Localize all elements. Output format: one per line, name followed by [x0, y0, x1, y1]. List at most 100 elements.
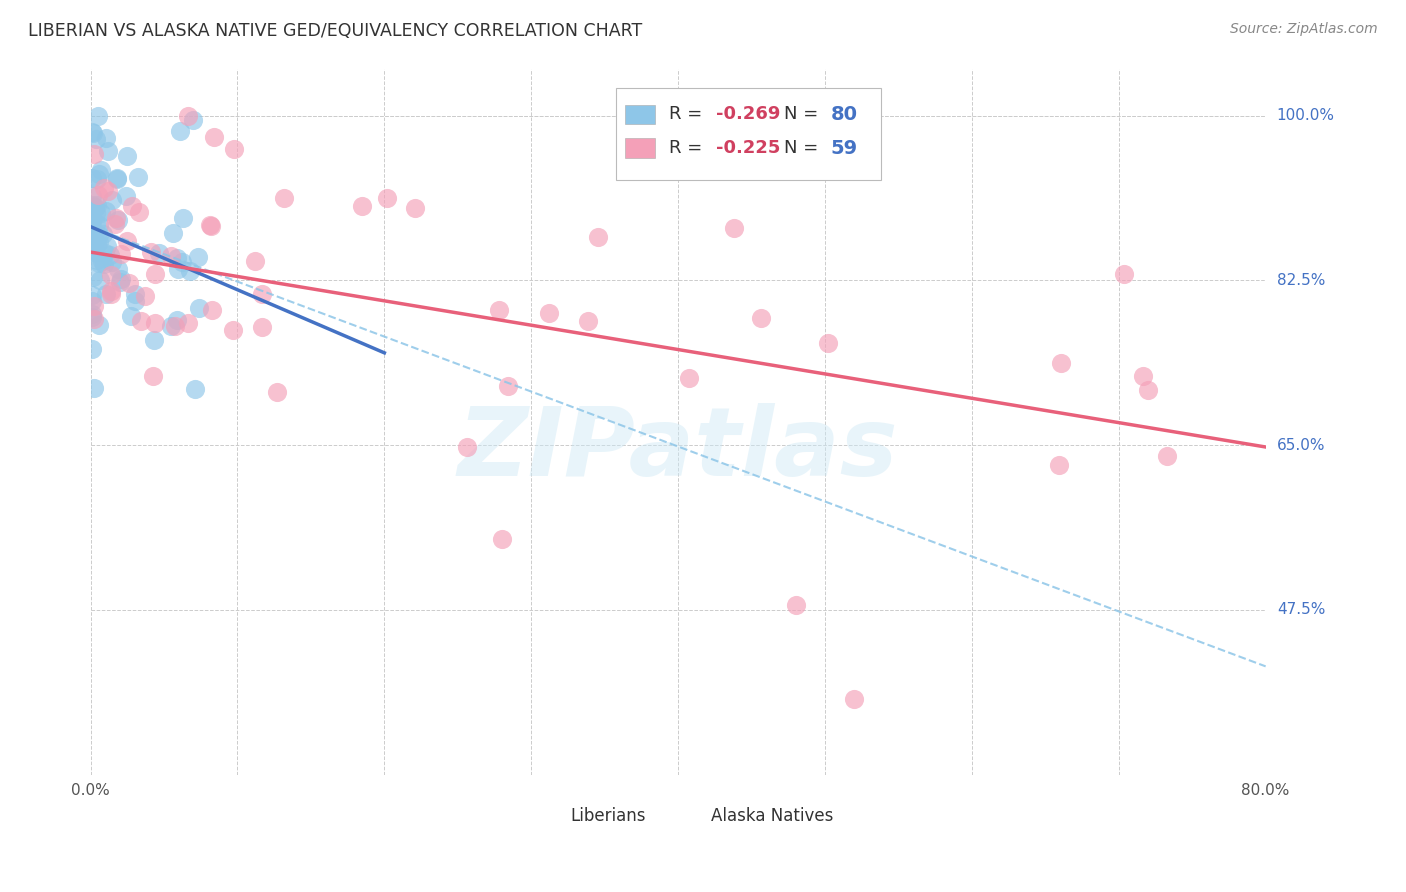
- Point: [104, 217, 127, 231]
- Point: [1137, 383, 1160, 397]
- Point: [104, 211, 127, 226]
- Point: [100, 286, 122, 301]
- Point: [142, 369, 165, 384]
- Point: [80, 342, 103, 356]
- Point: [87, 167, 110, 181]
- Point: [117, 234, 139, 248]
- Point: [1112, 268, 1135, 282]
- Point: [266, 385, 288, 400]
- Point: [110, 276, 132, 290]
- Point: [183, 382, 205, 396]
- Point: [124, 286, 146, 301]
- Point: [498, 378, 520, 392]
- Point: [120, 309, 142, 323]
- Point: [170, 254, 193, 268]
- Point: [87, 227, 110, 242]
- Point: [100, 285, 122, 299]
- Point: [200, 218, 222, 232]
- Point: [107, 262, 129, 277]
- Point: [110, 272, 132, 286]
- Point: [537, 306, 560, 320]
- Point: [134, 289, 156, 303]
- Point: [200, 219, 222, 233]
- Point: [129, 314, 152, 328]
- Point: [98, 248, 121, 262]
- Point: [83, 235, 105, 249]
- Point: [404, 201, 426, 215]
- Text: 59: 59: [831, 139, 858, 158]
- Point: [222, 323, 245, 337]
- Point: [82, 210, 104, 224]
- Point: [187, 250, 209, 264]
- Point: [87, 255, 110, 269]
- Point: [82, 270, 104, 285]
- FancyBboxPatch shape: [626, 104, 655, 124]
- Point: [785, 598, 807, 612]
- Point: [222, 142, 245, 156]
- Point: [488, 303, 510, 318]
- Point: [84, 206, 107, 220]
- Point: [84, 131, 107, 145]
- Point: [82, 127, 104, 141]
- Point: [127, 170, 149, 185]
- Point: [82, 293, 104, 308]
- Point: [1156, 450, 1178, 464]
- Point: [105, 171, 128, 186]
- Point: [181, 112, 204, 127]
- Point: [90, 163, 112, 178]
- FancyBboxPatch shape: [626, 138, 655, 158]
- Point: [201, 302, 224, 317]
- Point: [105, 171, 128, 186]
- Point: [80, 219, 103, 234]
- Point: [110, 247, 132, 261]
- Point: [1047, 458, 1070, 472]
- Point: [177, 316, 200, 330]
- Point: [375, 191, 398, 205]
- Point: [86, 236, 108, 251]
- Text: -0.269: -0.269: [716, 105, 780, 123]
- FancyBboxPatch shape: [616, 87, 882, 180]
- Text: LIBERIAN VS ALASKA NATIVE GED/EQUIVALENCY CORRELATION CHART: LIBERIAN VS ALASKA NATIVE GED/EQUIVALENC…: [28, 22, 643, 40]
- Point: [83, 239, 105, 253]
- Point: [91, 227, 114, 241]
- Point: [159, 319, 181, 334]
- Point: [141, 244, 163, 259]
- Point: [84, 217, 107, 231]
- Point: [83, 245, 105, 260]
- Text: 100.0%: 100.0%: [1277, 108, 1334, 123]
- Point: [94, 246, 117, 260]
- Point: [273, 191, 295, 205]
- Text: 47.5%: 47.5%: [1277, 602, 1324, 617]
- Point: [817, 336, 839, 351]
- Point: [166, 261, 188, 276]
- Point: [83, 201, 105, 215]
- Point: [94, 286, 117, 301]
- Point: [87, 218, 110, 232]
- Text: -0.225: -0.225: [716, 139, 780, 157]
- Point: [82, 242, 104, 256]
- Point: [83, 146, 105, 161]
- Point: [115, 149, 138, 163]
- Point: [179, 264, 201, 278]
- Point: [86, 172, 108, 186]
- Point: [128, 205, 150, 219]
- Point: [94, 131, 117, 145]
- Point: [578, 314, 600, 328]
- Point: [90, 206, 112, 220]
- Point: [172, 211, 194, 225]
- Point: [87, 318, 110, 332]
- Point: [107, 213, 129, 227]
- Point: [456, 440, 478, 454]
- Point: [80, 310, 103, 324]
- Text: Source: ZipAtlas.com: Source: ZipAtlas.com: [1230, 22, 1378, 37]
- Point: [723, 221, 745, 235]
- Point: [121, 199, 143, 213]
- Point: [148, 245, 170, 260]
- Point: [352, 199, 374, 213]
- Point: [80, 214, 103, 228]
- Text: Alaska Natives: Alaska Natives: [711, 806, 834, 824]
- Point: [80, 198, 103, 212]
- Point: [87, 235, 110, 249]
- Point: [86, 109, 108, 123]
- Point: [162, 226, 184, 240]
